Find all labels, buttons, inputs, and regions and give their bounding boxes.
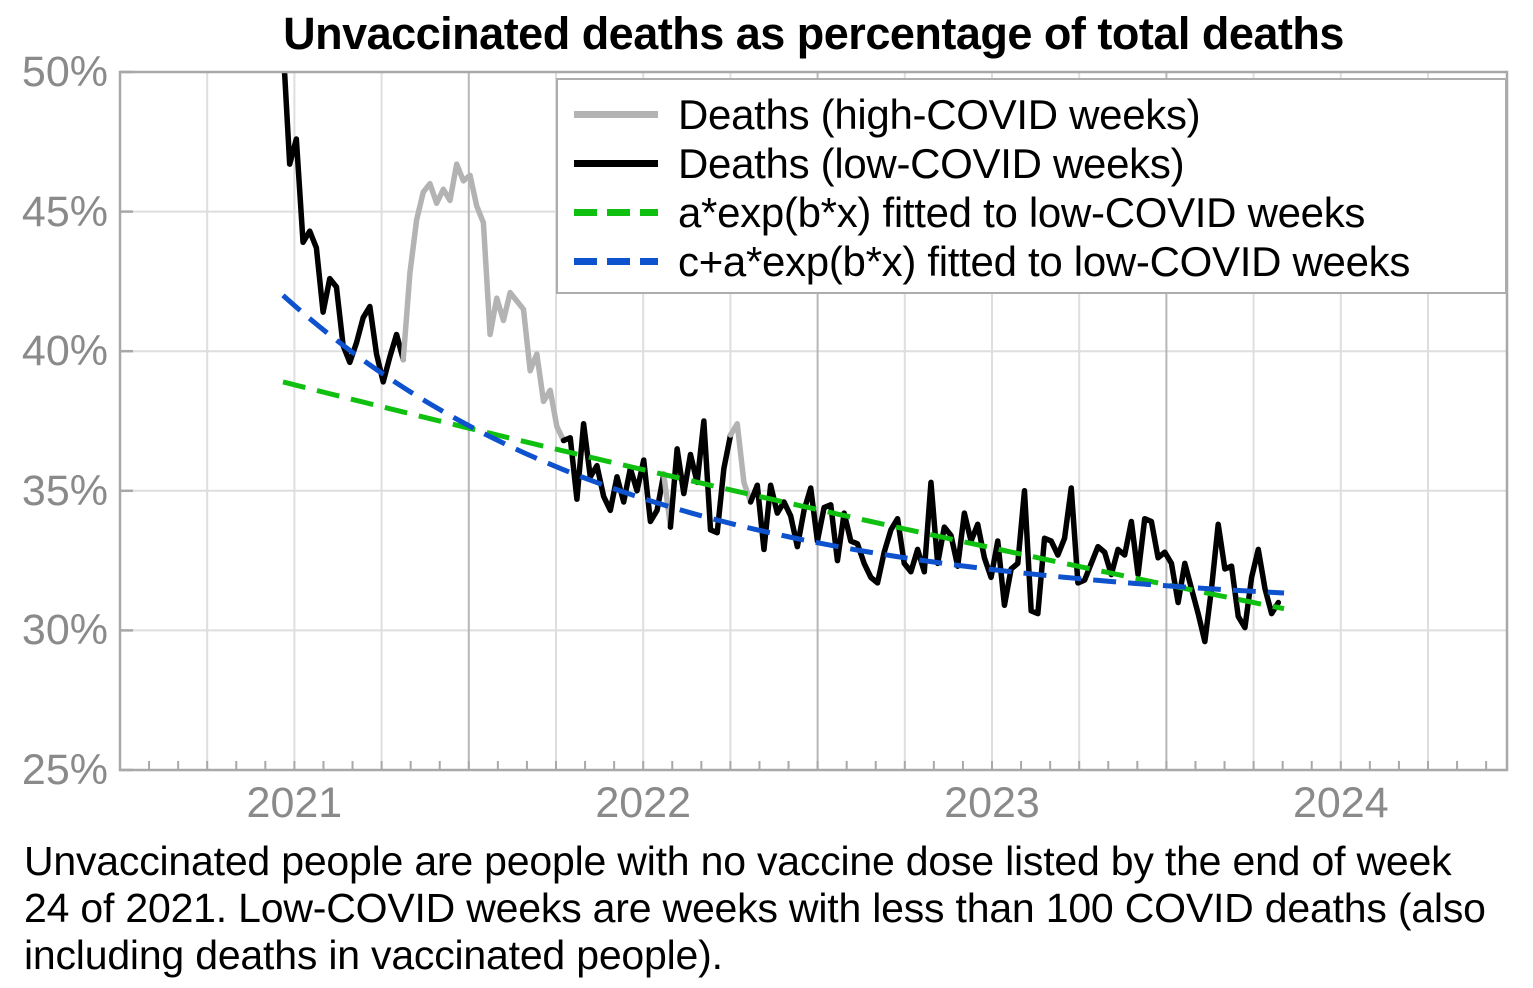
y-tick-label: 40% — [21, 327, 108, 376]
x-tick-label: 2024 — [1292, 779, 1389, 827]
y-tick-label: 25% — [21, 746, 108, 794]
caption: Unvaccinated people are people with no v… — [24, 838, 1524, 979]
legend-item-deaths-high-covid: Deaths (high-COVID weeks) — [558, 90, 1505, 139]
legend-line-sample-fit-exp — [574, 209, 658, 216]
caption-line-2: 24 of 2021. Low-COVID weeks are weeks wi… — [24, 885, 1486, 931]
legend-label: a*exp(b*x) fitted to low-COVID weeks — [678, 188, 1366, 236]
x-tick-label: 2023 — [944, 779, 1040, 827]
legend-item-fit-exp-offset: c+a*exp(b*x) fitted to low-COVID weeks — [558, 237, 1505, 286]
legend-label: Deaths (high-COVID weeks) — [678, 90, 1201, 138]
legend: Deaths (high-COVID weeks) Deaths (low-COV… — [556, 78, 1507, 294]
y-tick-label: 30% — [21, 606, 108, 655]
x-tick-label: 2021 — [246, 779, 343, 827]
x-tick-label: 2022 — [595, 779, 692, 827]
legend-line-sample-fit-exp-offset — [574, 258, 658, 265]
caption-line-1: Unvaccinated people are people with no v… — [24, 838, 1452, 884]
y-tick-label: 35% — [21, 466, 108, 515]
legend-label: Deaths (low-COVID weeks) — [678, 139, 1185, 187]
caption-line-3: including deaths in vaccinated people). — [24, 932, 723, 978]
legend-item-fit-exp: a*exp(b*x) fitted to low-COVID weeks — [558, 188, 1505, 237]
chart-title: Unvaccinated deaths as percentage of tot… — [283, 8, 1344, 59]
legend-line-sample-deaths-low-covid — [574, 160, 658, 167]
legend-line-sample-deaths-high-covid — [574, 111, 658, 118]
y-tick-label: 50% — [21, 48, 108, 96]
legend-label: c+a*exp(b*x) fitted to low-COVID weeks — [678, 237, 1411, 285]
y-tick-label: 45% — [21, 187, 108, 236]
legend-item-deaths-low-covid: Deaths (low-COVID weeks) — [558, 139, 1505, 188]
